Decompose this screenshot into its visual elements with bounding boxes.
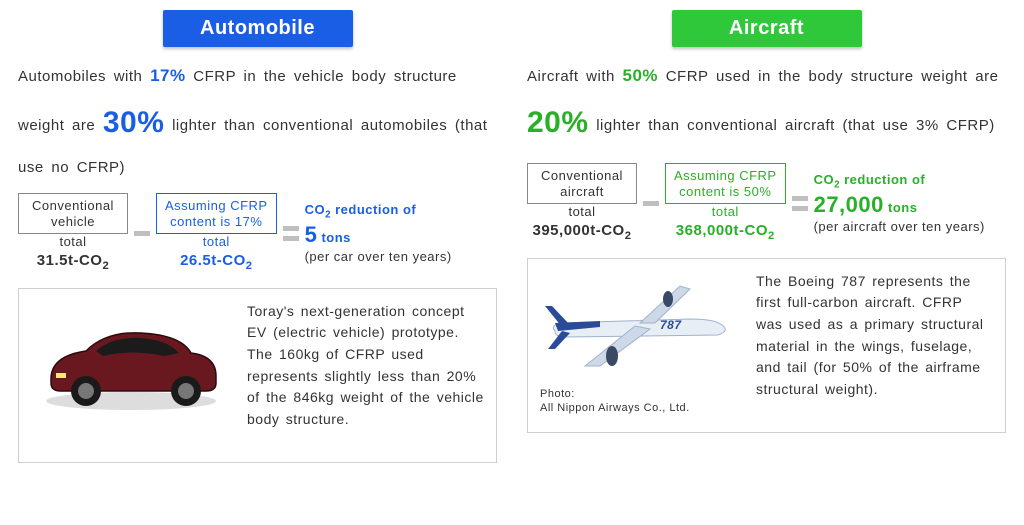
box-line1: Assuming CFRP (674, 168, 777, 183)
automobile-calculation: Conventional vehicle total 31.5t-CO2 Ass… (18, 193, 497, 274)
box-line2: content is 50% (679, 184, 771, 199)
assumption-block: Assuming CFRP content is 17% total 26.5t… (156, 193, 277, 274)
desc-prefix: Aircraft with (527, 68, 623, 85)
assumption-total: total 26.5t-CO2 (156, 234, 277, 274)
aircraft-calculation: Conventional aircraft total 395,000t-CO2… (527, 163, 1006, 244)
conventional-total: total 395,000t-CO2 (527, 204, 637, 244)
aircraft-card: 787 Photo: All Nippon Airways Co., Ltd. … (527, 258, 1006, 433)
aircraft-badge: Aircraft (672, 10, 862, 47)
box-line1: Conventional (541, 168, 623, 183)
total-value: 26.5t-CO (180, 252, 246, 269)
total-value: 368,000t-CO (676, 222, 768, 239)
minus-icon (643, 201, 659, 206)
automobile-card-text: Toray's next-generation concept EV (elec… (247, 301, 484, 431)
credit-line1: Photo: (540, 388, 575, 400)
result-head-suffix: reduction of (331, 202, 416, 217)
conventional-block: Conventional vehicle total 31.5t-CO2 (18, 193, 128, 274)
aircraft-description: Aircraft with 50% CFRP used in the body … (527, 59, 1006, 153)
automobile-badge: Automobile (163, 10, 353, 47)
lighter-percent: 30% (103, 106, 165, 139)
automobile-description: Automobiles with 17% CFRP in the vehicle… (18, 59, 497, 183)
result-note: (per aircraft over ten years) (814, 219, 985, 234)
car-image (31, 301, 231, 411)
cfrp-percent: 50% (623, 66, 659, 85)
total-label: total (527, 204, 637, 221)
lighter-percent: 20% (527, 106, 589, 139)
plane-image: 787 Photo: All Nippon Airways Co., Ltd. (540, 271, 740, 416)
photo-credit: Photo: All Nippon Airways Co., Ltd. (540, 387, 740, 416)
result-co2: CO (305, 202, 326, 217)
equals-icon (283, 226, 299, 241)
result-head-suffix: reduction of (840, 172, 925, 187)
conventional-block: Conventional aircraft total 395,000t-CO2 (527, 163, 637, 244)
result-unit: tons (884, 200, 918, 215)
assumption-box: Assuming CFRP content is 50% (665, 163, 786, 204)
total-label: total (665, 204, 786, 221)
box-line2: aircraft (560, 184, 604, 199)
assumption-box: Assuming CFRP content is 17% (156, 193, 277, 234)
co2-reduction-result: CO2 reduction of 5 tons (per car over te… (305, 202, 452, 266)
box-line1: Conventional (32, 198, 114, 213)
aircraft-card-text: The Boeing 787 represents the first full… (756, 271, 993, 401)
svg-text:787: 787 (660, 318, 682, 332)
assumption-total: total 368,000t-CO2 (665, 204, 786, 244)
minus-icon (134, 231, 150, 236)
aircraft-column: Aircraft Aircraft with 50% CFRP used in … (527, 10, 1006, 463)
result-unit: tons (317, 230, 351, 245)
co2-reduction-result: CO2 reduction of 27,000 tons (per aircra… (814, 172, 985, 236)
desc-mid: CFRP used in the body structure weight a… (658, 68, 998, 85)
total-value: 31.5t-CO (37, 252, 103, 269)
total-value: 395,000t-CO (533, 222, 625, 239)
result-co2: CO (814, 172, 835, 187)
desc-suffix: lighter than conventional aircraft (that… (589, 117, 995, 134)
conventional-box: Conventional aircraft (527, 163, 637, 204)
desc-prefix: Automobiles with (18, 68, 150, 85)
box-line1: Assuming CFRP (165, 198, 268, 213)
total-label: total (18, 234, 128, 251)
credit-line2: All Nippon Airways Co., Ltd. (540, 402, 690, 414)
automobile-card: Toray's next-generation concept EV (elec… (18, 288, 497, 463)
equals-icon (792, 196, 808, 211)
result-value: 5 (305, 222, 318, 247)
cfrp-percent: 17% (150, 66, 186, 85)
conventional-total: total 31.5t-CO2 (18, 234, 128, 274)
result-value: 27,000 (814, 192, 884, 217)
automobile-column: Automobile Automobiles with 17% CFRP in … (18, 10, 497, 463)
two-column-layout: Automobile Automobiles with 17% CFRP in … (18, 10, 1006, 463)
conventional-box: Conventional vehicle (18, 193, 128, 234)
result-note: (per car over ten years) (305, 249, 452, 264)
box-line2: content is 17% (170, 214, 262, 229)
assumption-block: Assuming CFRP content is 50% total 368,0… (665, 163, 786, 244)
box-line2: vehicle (51, 214, 95, 229)
total-label: total (156, 234, 277, 251)
